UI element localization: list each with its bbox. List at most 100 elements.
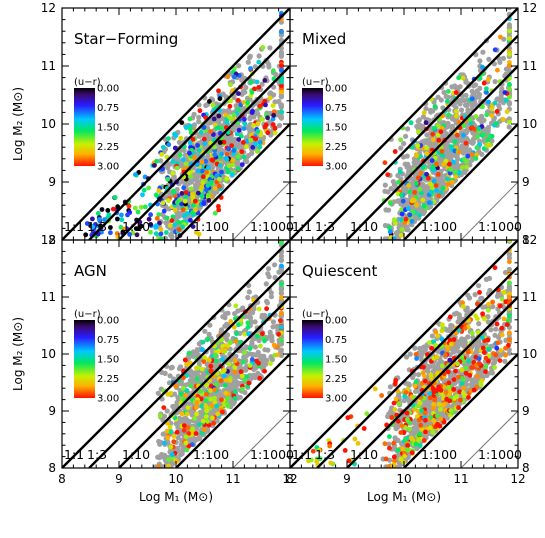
data-point-grey [499,96,505,102]
data-point-grey [487,287,493,294]
data-point [361,426,367,431]
data-point [403,425,408,430]
data-point [507,94,512,100]
data-point-grey [179,178,185,184]
data-point [236,137,242,142]
data-point [225,169,231,175]
data-point [219,169,224,175]
data-point [224,120,230,125]
data-point [249,90,255,95]
data-point-grey [382,236,388,240]
data-point [257,375,263,381]
data-point [468,120,474,126]
ratio-line-1-1000 [232,410,290,468]
data-point [230,162,236,168]
data-point [154,216,160,221]
data-point [279,240,284,246]
data-point [146,185,152,191]
data-point [165,435,171,441]
data-point [221,402,227,408]
data-point [474,152,480,158]
data-point [239,149,245,155]
data-point [238,133,244,139]
data-point-grey [403,354,410,360]
data-point-grey [278,290,284,296]
data-point-grey [409,222,415,228]
data-point [184,388,190,393]
data-point [156,188,162,194]
data-point [183,125,189,130]
data-point-grey [276,122,283,129]
data-point-grey [423,106,429,112]
data-point [439,125,445,131]
data-point [198,389,204,394]
data-point-grey [466,295,473,301]
data-point [170,159,176,164]
data-point [391,400,397,406]
data-point [201,427,207,433]
data-point [185,425,191,430]
data-point-grey [238,307,244,313]
data-point [279,89,284,95]
data-point [212,399,218,405]
data-point [501,290,507,295]
data-point [212,186,218,191]
data-point [279,109,284,115]
data-point [126,203,132,209]
data-point-grey [256,53,262,59]
ratio-label: 1:1000 [478,219,522,234]
data-point-grey [267,45,273,51]
data-point [244,144,249,150]
data-point-grey [413,388,419,395]
data-point-grey [278,115,284,121]
data-point [474,145,480,151]
data-point [271,342,277,348]
data-point [453,169,458,175]
data-point [204,382,209,388]
data-point [475,134,480,140]
data-point-grey [410,374,416,381]
data-point [388,200,393,206]
data-point [407,189,412,195]
data-point [267,95,273,101]
data-point [223,155,229,161]
data-point [279,311,284,316]
data-point-grey [465,110,471,116]
ratio-label: 1:3 [87,219,107,234]
data-point-grey [470,334,476,341]
data-point [416,438,421,443]
data-point [179,411,185,417]
data-point [467,117,473,122]
data-point [279,281,284,287]
data-point [431,178,437,184]
data-point-grey [269,333,275,339]
data-point [399,207,404,213]
data-point [386,225,392,231]
data-point [432,104,438,109]
data-point-grey [485,128,491,134]
data-point [196,422,202,427]
data-point-grey [175,435,181,441]
data-point [408,120,414,126]
data-point-grey [398,176,404,182]
data-point [481,132,486,138]
data-point [186,431,192,436]
data-point [254,148,260,154]
data-point-grey [174,186,180,193]
data-point-grey [270,319,276,325]
data-point [236,127,242,133]
data-point [207,99,212,104]
data-point-grey [272,274,278,281]
data-point [235,166,241,172]
data-point [399,192,404,198]
data-point [165,392,171,397]
data-point-grey [173,421,179,427]
data-point [248,79,254,85]
data-point [239,373,245,379]
data-point [213,352,218,358]
data-point [278,318,283,323]
data-point [446,385,451,390]
data-point-grey [272,262,278,268]
data-point [256,360,261,366]
data-point [203,159,209,164]
